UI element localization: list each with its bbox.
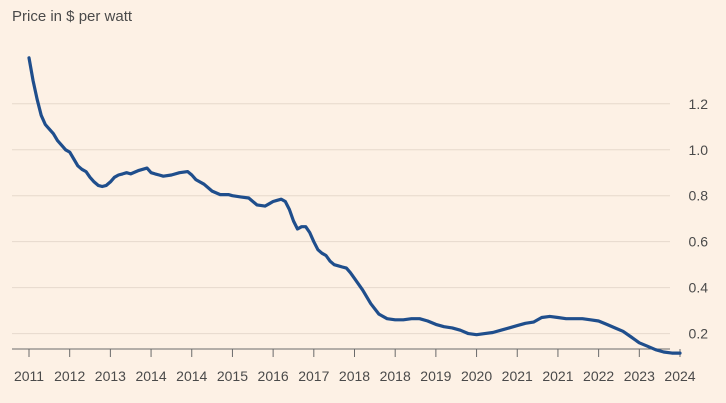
x-tick-label: 2023 [624,368,655,384]
x-tick-label: 2014 [135,368,166,384]
y-tick-label: 0.6 [689,234,709,250]
x-tick-label: 2019 [420,368,451,384]
y-tick-label: 1.0 [689,142,709,158]
x-tick-label: 2011 [14,368,44,384]
x-tick-label: 2016 [258,368,289,384]
x-tick-label: 2018 [380,368,411,384]
x-tick-label: 2020 [461,368,492,384]
x-tick-label: 2021 [502,368,533,384]
x-tick-label: 2022 [583,368,614,384]
y-tick-label: 0.8 [689,188,709,204]
y-tick-label: 1.2 [689,96,709,112]
x-tick-label: 2013 [95,368,126,384]
x-tick-label: 2024 [664,368,695,384]
y-tick-label: 0.2 [689,326,709,342]
x-tick-label: 2017 [298,368,329,384]
x-axis-ticks: 2011 2012 2013 2014 2014 2015 2016 2017 2018 2018… [14,349,696,384]
series-line [27,56,682,355]
x-tick-label: 2012 [54,368,85,384]
series-layer [27,56,682,355]
x-tick-label: 2021 [542,368,573,384]
chart-title: Price in $ per watt [12,8,133,25]
gridlines [12,103,670,335]
x-tick-label: 2015 [217,368,248,384]
x-tick-label: 2018 [339,368,370,384]
y-axis-ticks: 0.2 0.4 0.6 0.8 1.0 1.2 [689,96,709,342]
y-tick-label: 0.4 [689,280,709,296]
x-tick-label: 2014 [176,368,207,384]
